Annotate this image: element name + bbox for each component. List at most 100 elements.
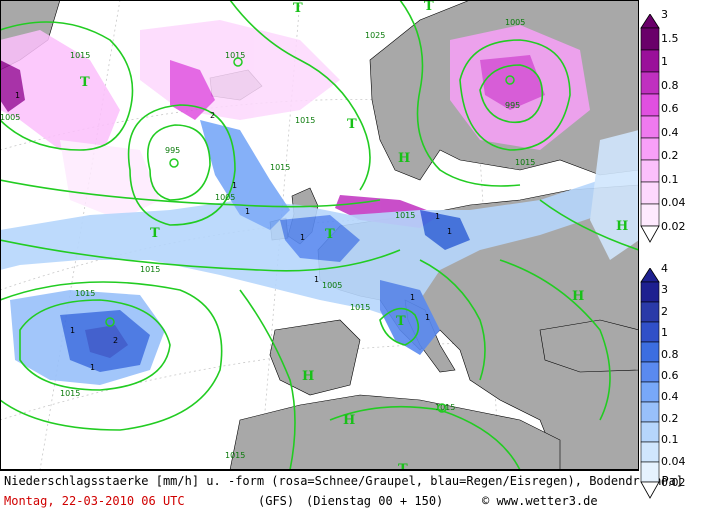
legend-label: 0.04: [661, 454, 686, 468]
footer-credit: © www.wetter3.de: [482, 494, 598, 508]
legend-label: 1.5: [661, 31, 679, 45]
low-center: T: [80, 75, 90, 90]
legend-swatch: [640, 181, 660, 205]
snow-area-west: [0, 30, 120, 160]
cell-label: 2: [210, 111, 215, 120]
cell-label: 1: [447, 227, 452, 236]
legend-swatch: [640, 441, 660, 463]
rain-area-east: [590, 130, 639, 260]
rain-front-north: [200, 120, 290, 230]
legend-label: 4: [661, 262, 668, 275]
legend-rain-swatches: [640, 281, 660, 483]
legend-label: 0.4: [661, 125, 679, 139]
low-center: T: [325, 227, 335, 242]
legend-label: 0.6: [661, 102, 679, 116]
isobars: [0, 0, 639, 470]
isobar-label: 1015: [70, 51, 90, 60]
isobar-label: 1005: [215, 193, 235, 202]
isobar-label: 1015: [140, 265, 160, 274]
map-svg: 1015 1015 1025 1005 995 995 1005 1015 10…: [0, 0, 639, 470]
rain-core-central: [420, 210, 470, 250]
legend-swatch: [640, 93, 660, 117]
cell-label: 1: [15, 91, 20, 100]
legend-label: 0.2: [661, 411, 679, 425]
cell-label: 1: [300, 233, 305, 242]
isobar-label: 995: [505, 101, 520, 110]
legend-swatch: [640, 361, 660, 383]
legend-swatch: [640, 461, 660, 483]
legend-label: 1: [661, 55, 668, 69]
pressure-labels: 1015 1015 1025 1005 995 995 1005 1015 10…: [0, 18, 535, 460]
legend-rain: 4 3 2 1 0.8 0.6 0.4 0.2 0.1 0.04 0.02: [639, 262, 704, 500]
legend-snow: 3 1.5 1 0.8 0.6 0.4 0.2 0.1 0.04 0.02: [639, 8, 704, 244]
map-area: 1015 1015 1025 1005 995 995 1005 1015 10…: [0, 0, 639, 470]
legend-swatch: [640, 381, 660, 403]
cell-label: 1: [410, 293, 415, 302]
isobar-label: 1005: [505, 18, 525, 27]
low-center: T: [293, 1, 303, 16]
cell-label: 1: [435, 212, 440, 221]
rain-area-italy: [380, 280, 440, 355]
legend-snow-arrow-bottom: [640, 225, 660, 243]
isobar-label: 1015: [225, 451, 245, 460]
map-footer: Niederschlagsstaerke [mm/h] u. -form (ro…: [0, 470, 683, 514]
legend-swatch: [640, 115, 660, 139]
legend-snow-swatches: [640, 27, 660, 227]
high-center: H: [302, 369, 314, 384]
rain-area-britain: [280, 215, 360, 262]
legend-swatch: [640, 203, 660, 227]
land-africa: [229, 394, 561, 470]
legend-rain-bar: [640, 268, 660, 499]
footer-date: Montag, 22-03-2010 06 UTC: [4, 494, 185, 508]
high-center: H: [616, 219, 628, 234]
legend-swatch: [640, 49, 660, 73]
low-center: T: [398, 462, 408, 470]
legend-swatch: [640, 321, 660, 343]
precip-cell-labels: 1 2 1 1 1 2 1 1 1 1 1 1 1: [15, 91, 452, 372]
legend-label: 3: [661, 283, 668, 297]
pressure-centers: H H H H H T T T T T T T T: [80, 0, 628, 470]
cell-label: 1: [232, 181, 237, 190]
legend-swatch: [640, 401, 660, 423]
legend-swatch: [640, 301, 660, 323]
legend-label: 0.2: [661, 149, 679, 163]
legend-label: 0.04: [661, 196, 686, 210]
legend-swatch: [640, 281, 660, 303]
footer-description: Niederschlagsstaerke [mm/h] u. -form (ro…: [4, 474, 684, 488]
legend-snow-arrow-top: [640, 14, 660, 29]
isobar-label: 1015: [295, 116, 315, 125]
isobar-label: 1015: [270, 163, 290, 172]
snow-area-atlantic: [60, 140, 160, 220]
legend-label: 0.1: [661, 433, 679, 447]
isobar-label: 1005: [322, 281, 342, 290]
cell-label: 1: [245, 207, 250, 216]
footer-model: (GFS): [258, 494, 295, 508]
map-frame: [0, 0, 639, 470]
isobar-label: 1015: [75, 289, 95, 298]
isobar-label: 1005: [0, 113, 20, 122]
footer-run: (Dienstag 00 + 150): [306, 494, 444, 508]
legend-label: 0.8: [661, 347, 679, 361]
legend-label: 3: [661, 8, 668, 21]
legend-rain-arrow-top: [640, 268, 660, 283]
low-center-marks: [105, 57, 515, 413]
isobar-label: 1015: [225, 51, 245, 60]
legend-snow-bar: [640, 14, 660, 243]
isobar-label: 1015: [395, 211, 415, 220]
legend-swatch: [640, 421, 660, 443]
legend-label: 0.02: [661, 220, 686, 233]
cell-label: 1: [70, 326, 75, 335]
legend-label: 0.8: [661, 78, 679, 92]
land-turkey: [539, 319, 639, 373]
cell-label: 2: [113, 336, 118, 345]
low-center: T: [150, 226, 160, 241]
legend-label: 0.1: [661, 172, 679, 186]
isobar-label: 1015: [350, 303, 370, 312]
cell-label: 1: [314, 275, 319, 284]
isobar-label: 995: [165, 146, 180, 155]
cell-label: 1: [425, 313, 430, 322]
low-center: T: [347, 117, 357, 132]
legend-label: 0.02: [661, 476, 686, 489]
precip-rain: [0, 120, 639, 385]
